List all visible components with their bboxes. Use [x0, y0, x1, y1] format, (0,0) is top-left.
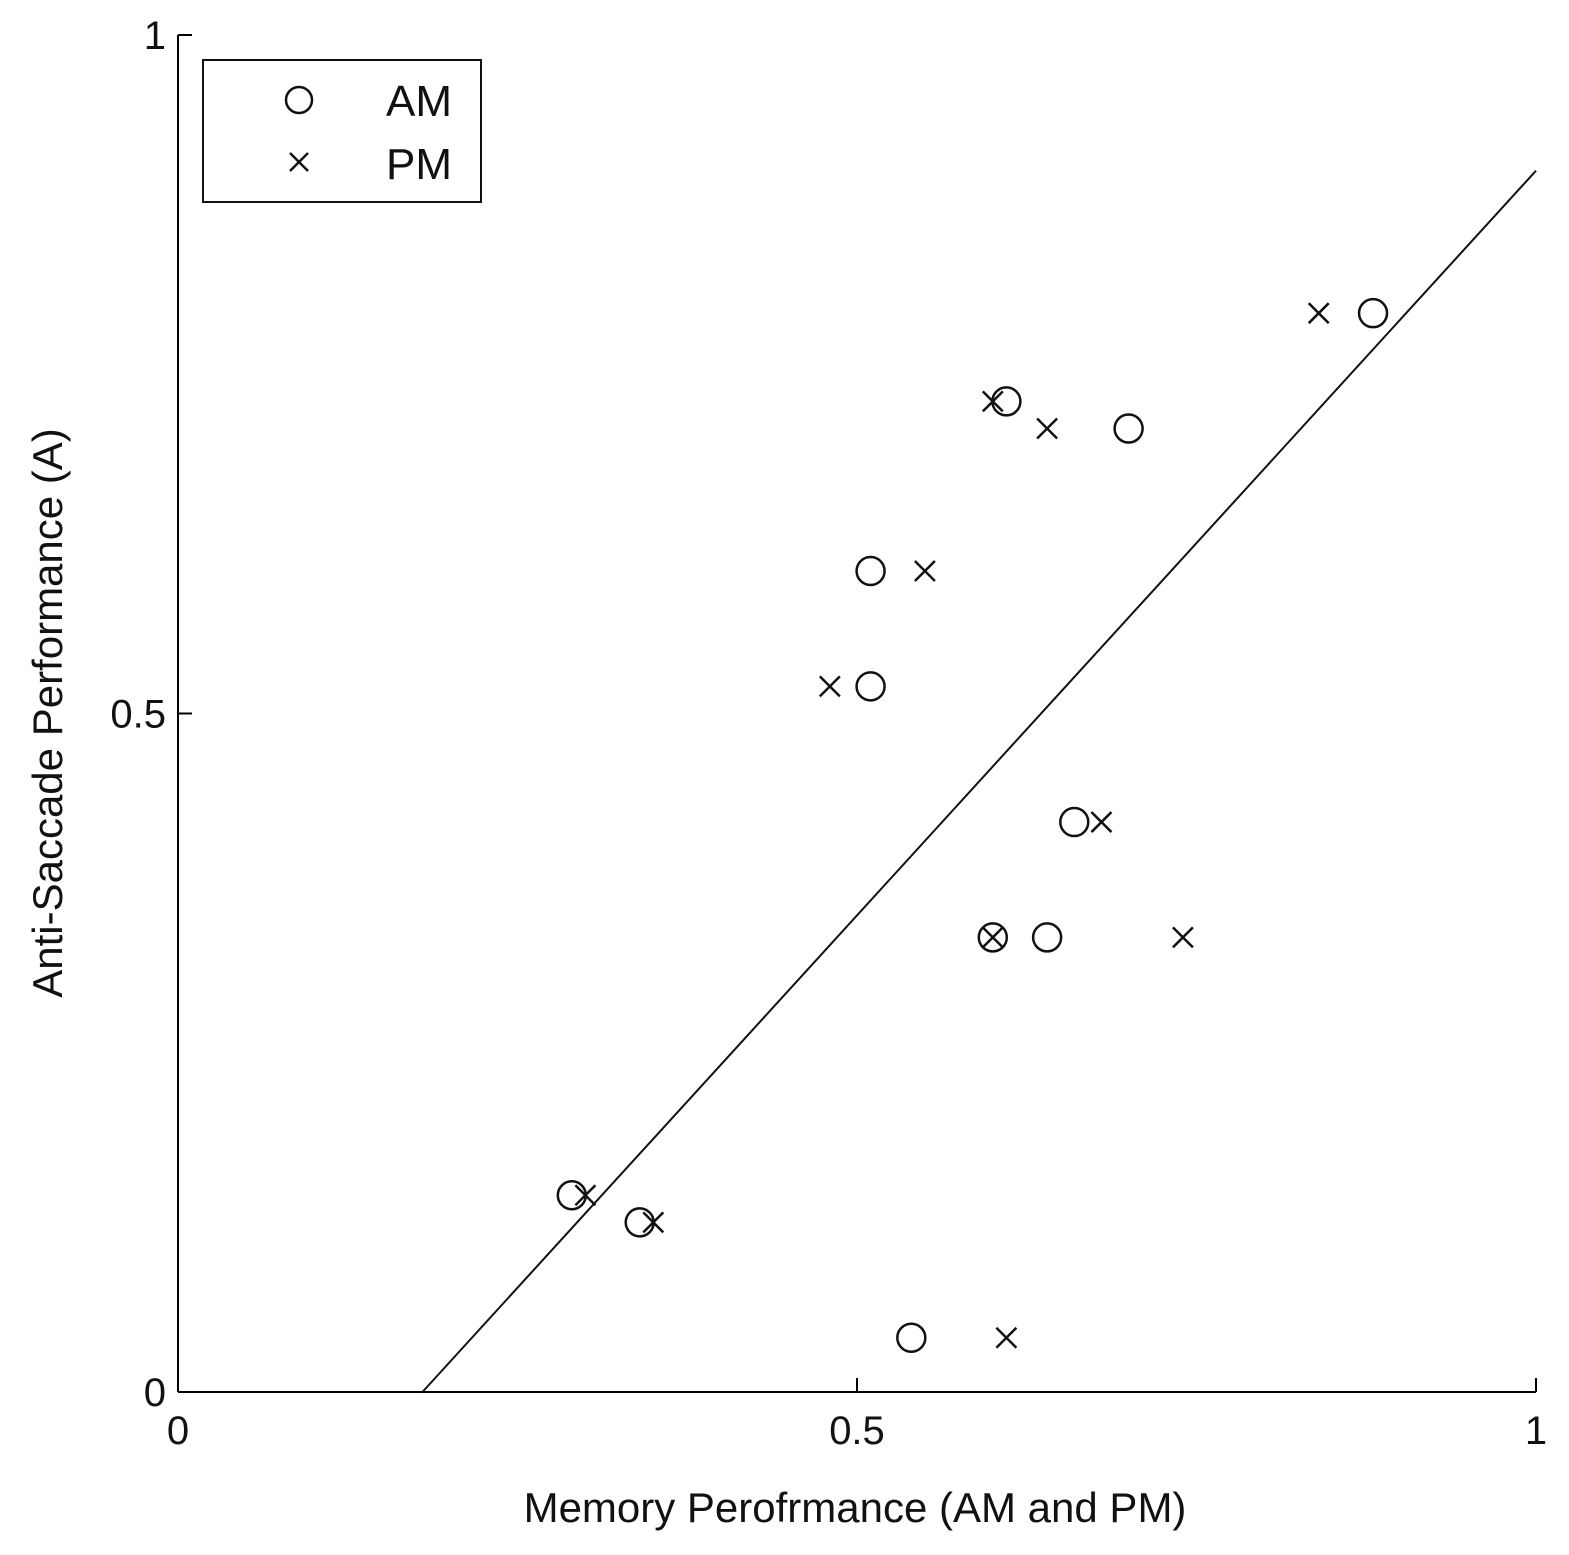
- regression-line: [421, 170, 1537, 1393]
- x-tick-label: 0.5: [829, 1409, 885, 1453]
- y-tick-label: 1: [144, 14, 166, 58]
- legend: AM PM: [202, 59, 482, 203]
- am-point: [1059, 806, 1090, 838]
- legend-pm-cross-icon: [289, 152, 309, 172]
- pm-point: [914, 560, 936, 582]
- am-point: [1357, 297, 1389, 329]
- legend-label-pm: PM: [386, 140, 452, 189]
- pm-point: [1307, 302, 1330, 325]
- legend-label-am: AM: [386, 77, 452, 126]
- am-point: [855, 555, 886, 587]
- pm-point: [1036, 417, 1059, 440]
- am-point: [556, 1179, 588, 1211]
- pm-point: [574, 1184, 597, 1207]
- y-axis-label: Anti-Saccade Performance (A): [24, 428, 71, 998]
- am-point: [1113, 413, 1144, 444]
- am-point: [977, 922, 1009, 953]
- pm-point: [818, 675, 841, 698]
- data-markers: [556, 297, 1389, 1353]
- pm-point: [995, 1326, 1018, 1349]
- legend-am-circle-icon: [284, 85, 314, 115]
- fit-line-group: [421, 170, 1537, 1393]
- pm-point: [981, 926, 1004, 949]
- am-point: [1031, 922, 1063, 953]
- axis-ticks: 0 0.5 1 0 0.5 1: [110, 14, 1547, 1453]
- pm-point: [1172, 926, 1194, 949]
- pm-point: [642, 1211, 665, 1234]
- pm-point: [981, 390, 1004, 413]
- pm-point: [1090, 811, 1113, 833]
- x-tick-label: 0: [167, 1409, 189, 1453]
- am-point: [624, 1207, 655, 1238]
- y-tick-label: 0.5: [110, 693, 166, 737]
- plot-area: 0 0.5 1 0 0.5 1: [110, 14, 1547, 1453]
- am-point: [855, 671, 886, 702]
- legend-box: [202, 59, 482, 203]
- am-point: [896, 1322, 927, 1353]
- y-tick-label: 0: [144, 1371, 166, 1415]
- am-point: [991, 386, 1022, 417]
- x-axis-label: Memory Perofrmance (AM and PM): [524, 1484, 1187, 1531]
- x-tick-label: 1: [1525, 1409, 1547, 1453]
